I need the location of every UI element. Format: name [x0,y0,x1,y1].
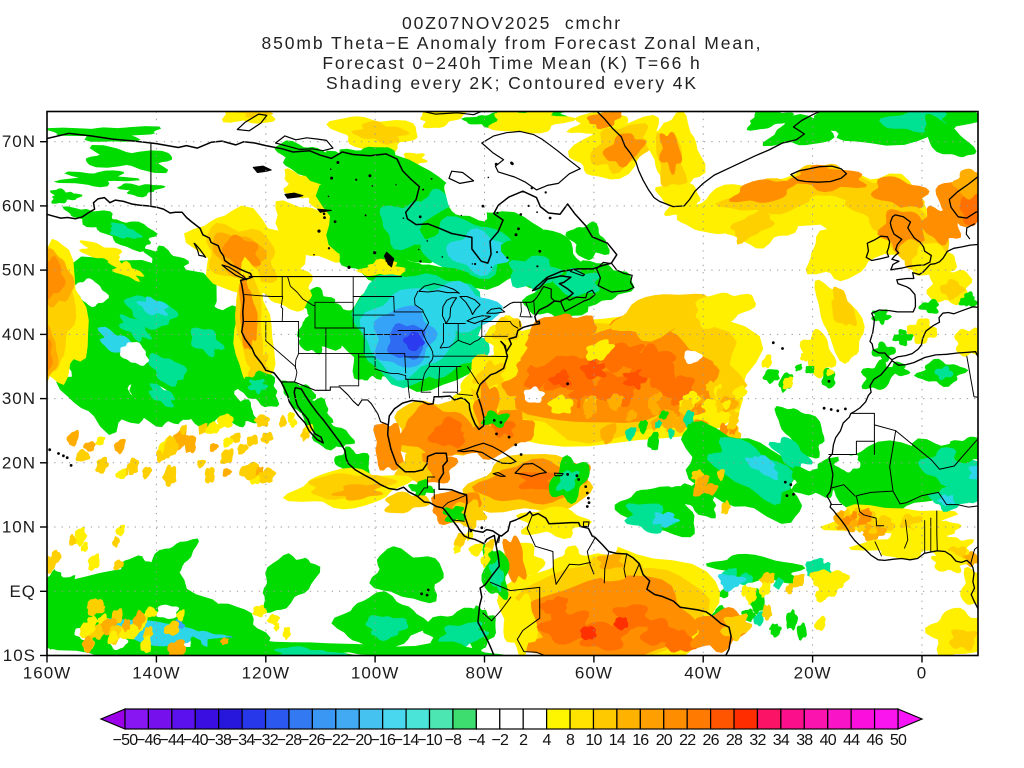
svg-text:38: 38 [796,732,813,749]
svg-text:850mb Theta−E Anomaly from For: 850mb Theta−E Anomaly from Forecast Zona… [262,33,763,53]
svg-text:40N: 40N [2,325,36,344]
svg-text:70N: 70N [2,132,36,151]
svg-text:46: 46 [866,732,883,749]
svg-text:−4: −4 [468,732,486,749]
svg-text:−16: −16 [370,732,396,749]
svg-text:100W: 100W [351,664,399,683]
svg-text:Forecast 0−240h Time Mean (K): Forecast 0−240h Time Mean (K) T=66 h [322,53,701,73]
svg-text:2: 2 [519,732,528,749]
svg-text:40: 40 [820,732,837,749]
svg-text:160W: 160W [23,664,71,683]
svg-text:4: 4 [543,732,552,749]
svg-text:80W: 80W [466,664,504,683]
svg-text:44: 44 [843,732,860,749]
svg-text:−32: −32 [253,732,279,749]
svg-text:60N: 60N [2,196,36,215]
svg-text:32: 32 [749,732,766,749]
svg-text:20W: 20W [794,664,832,683]
svg-text:EQ: EQ [9,582,36,601]
svg-text:0: 0 [917,664,927,683]
svg-text:−22: −22 [323,732,349,749]
svg-text:−8: −8 [445,732,463,749]
svg-text:22: 22 [679,732,696,749]
svg-text:20N: 20N [2,453,36,472]
svg-text:10S: 10S [3,646,36,665]
svg-text:−50: −50 [113,732,139,749]
svg-text:16: 16 [632,732,649,749]
svg-text:−2: −2 [491,732,509,749]
svg-text:10N: 10N [2,518,36,537]
svg-text:30N: 30N [2,389,36,408]
svg-text:26: 26 [702,732,719,749]
svg-text:−28: −28 [277,732,303,749]
svg-text:28: 28 [726,732,743,749]
svg-text:14: 14 [609,732,626,749]
svg-text:−26: −26 [300,732,326,749]
svg-text:60W: 60W [575,664,613,683]
svg-text:10: 10 [585,732,602,749]
svg-text:−10: −10 [417,732,443,749]
svg-text:Shading every 2K; Contoured ev: Shading every 2K; Contoured every 4K [326,73,698,93]
svg-text:−20: −20 [347,732,373,749]
svg-text:50: 50 [890,732,907,749]
svg-text:−46: −46 [136,732,162,749]
svg-text:20: 20 [656,732,673,749]
svg-text:−40: −40 [183,732,209,749]
svg-text:00Z07NOV2025 cmchr: 00Z07NOV2025 cmchr [402,13,622,33]
svg-text:120W: 120W [242,664,290,683]
svg-text:−44: −44 [159,732,185,749]
svg-text:−14: −14 [394,732,420,749]
svg-text:40W: 40W [684,664,722,683]
svg-text:140W: 140W [132,664,180,683]
svg-text:34: 34 [773,732,790,749]
svg-text:50N: 50N [2,261,36,280]
svg-text:−34: −34 [230,732,256,749]
svg-text:8: 8 [566,732,575,749]
svg-text:−38: −38 [206,732,232,749]
